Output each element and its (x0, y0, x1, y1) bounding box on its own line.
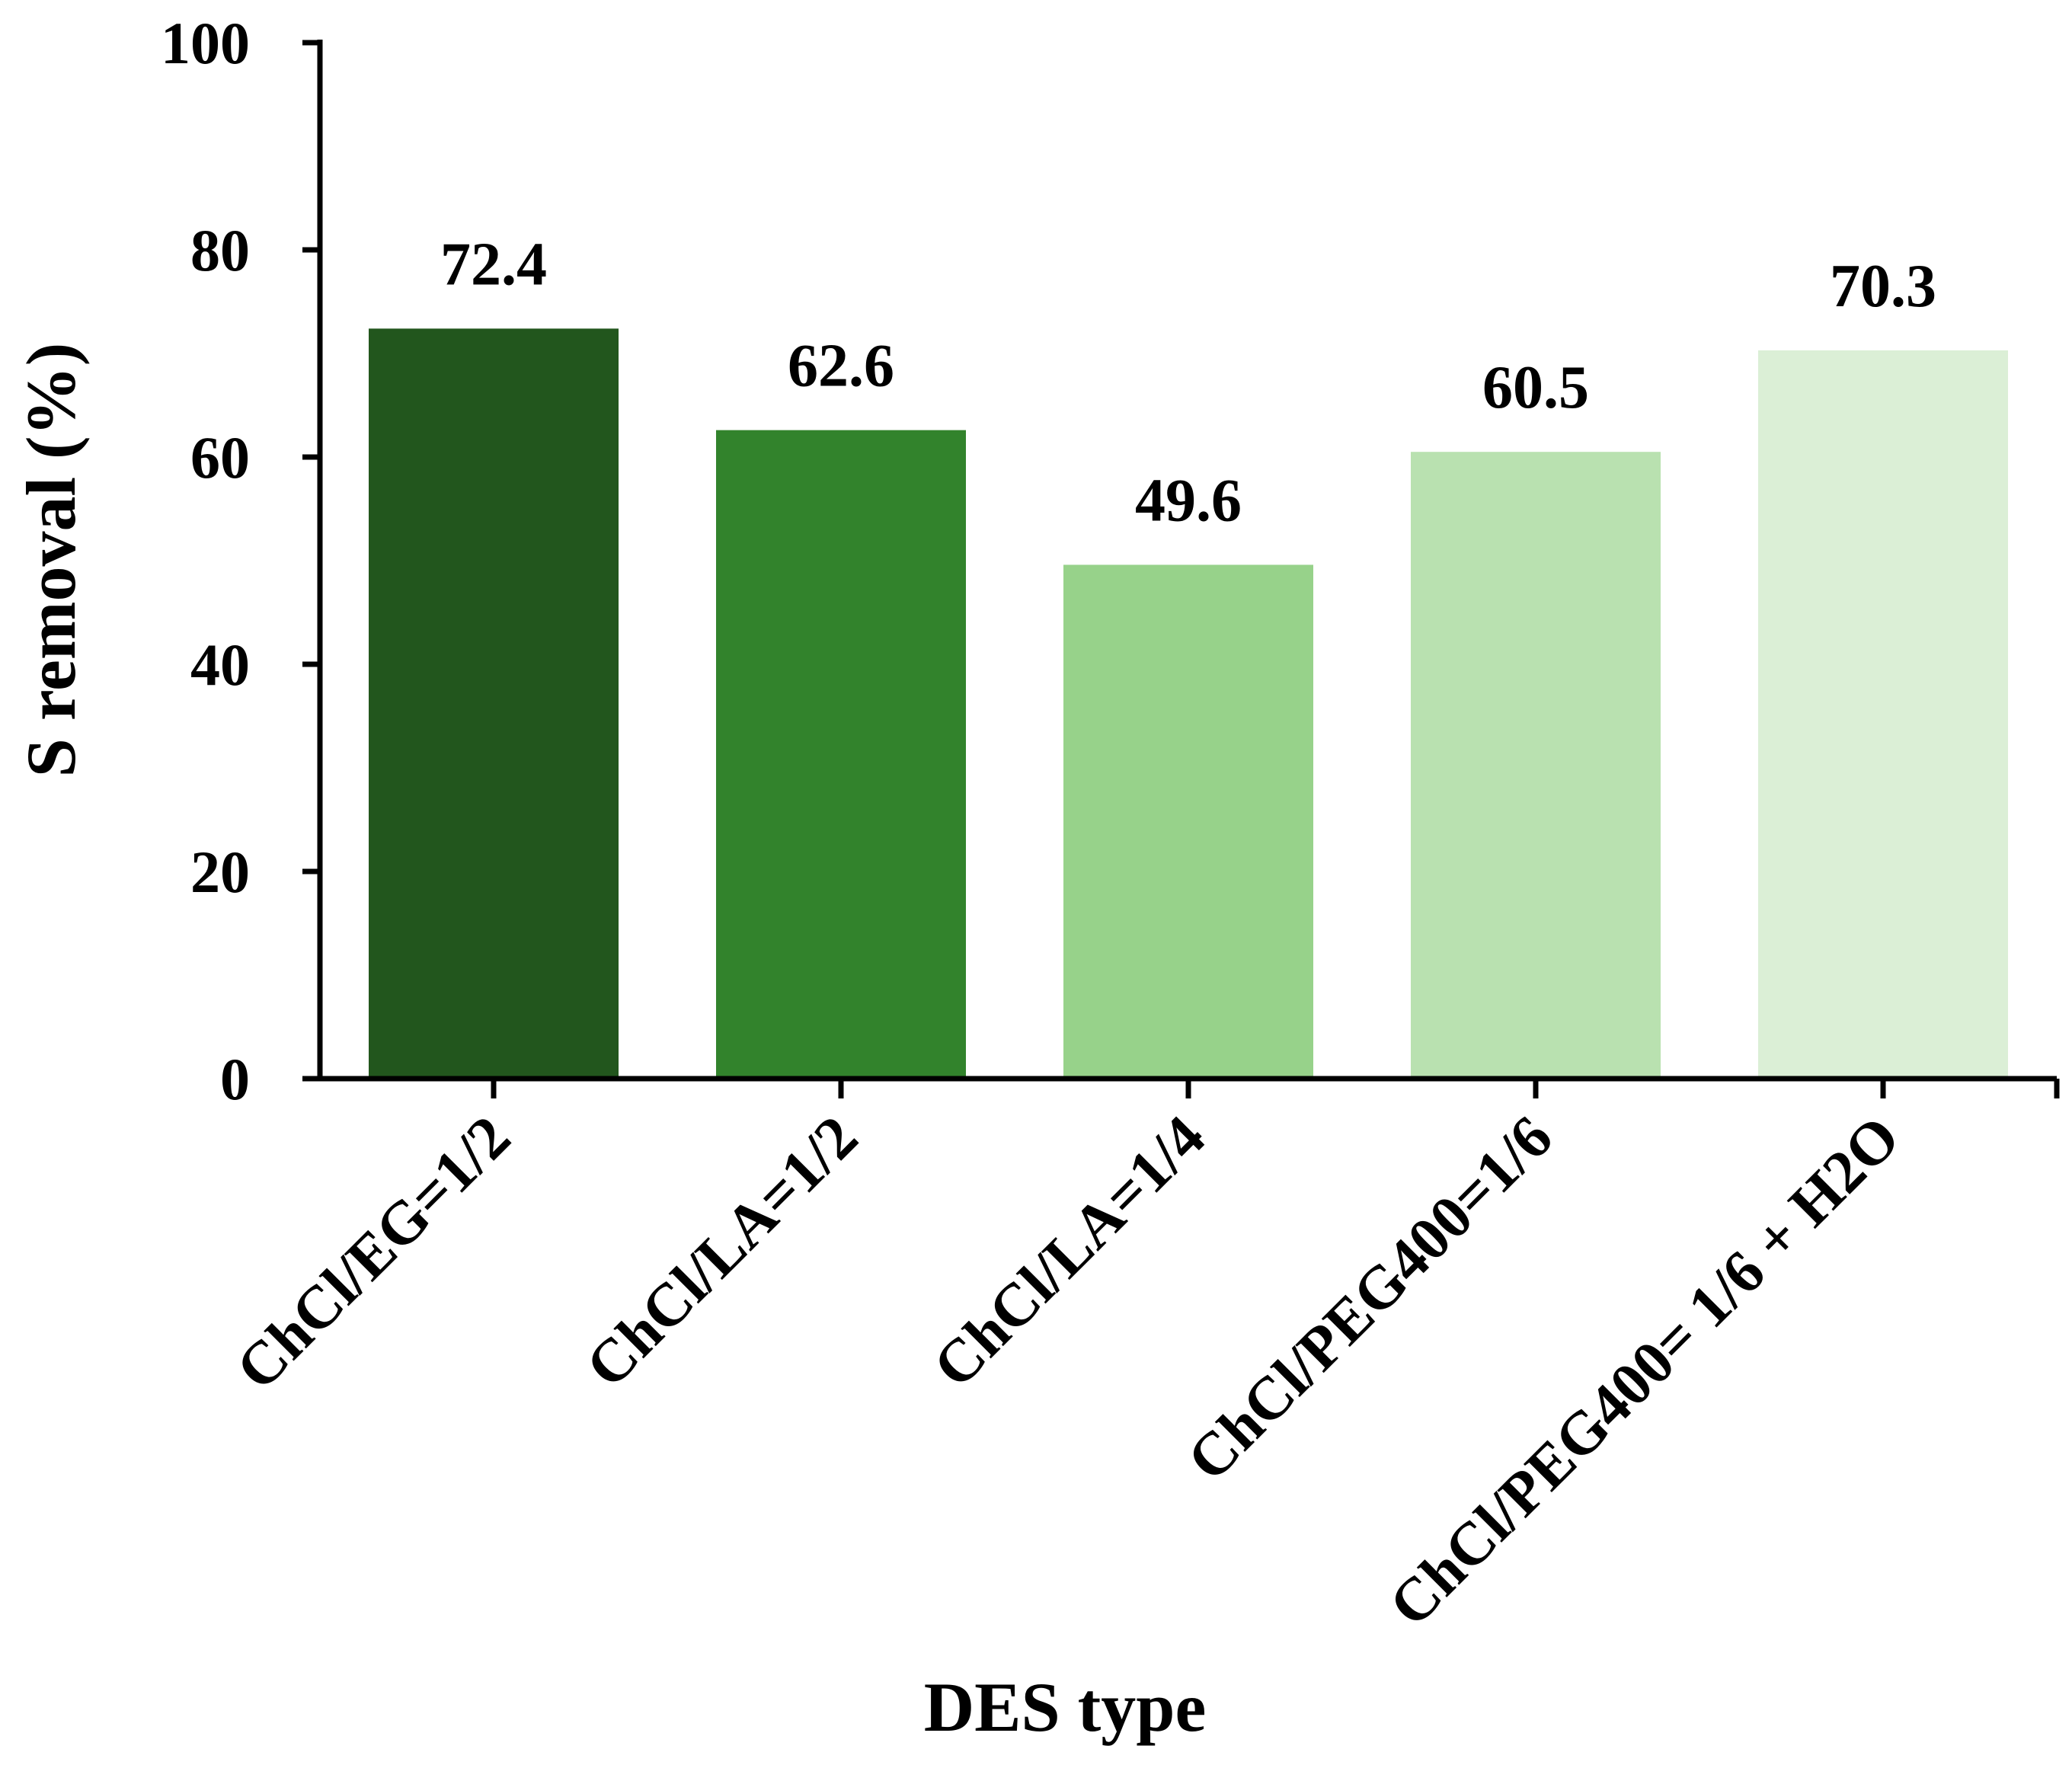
y-tick-label: 60 (190, 424, 250, 491)
data-label-1: 72.4 (440, 231, 547, 298)
x-tick-label-2: ChCl/LA=1/2 (574, 1104, 871, 1401)
y-tick-label: 20 (190, 839, 250, 905)
category-labels: ChCl/EG=1/2 ChCl/LA=1/2 ChCl/LA=1/4ChCl/PE… (224, 1104, 1913, 1639)
bar-2 (716, 430, 966, 1079)
bar-4 (1411, 452, 1661, 1079)
y-axis-title: S removal (%) (12, 343, 90, 778)
y-tick-label: 100 (161, 10, 250, 76)
x-tick-label-4: ChCl/PEG400=1/6 (1175, 1104, 1565, 1494)
data-label-3: 49.6 (1135, 467, 1242, 534)
x-axis-ticks (491, 1079, 2060, 1098)
bar-1 (369, 328, 619, 1079)
data-label-4: 60.5 (1482, 354, 1589, 421)
y-axis-ticks: 0 20 40 60 80 100 (161, 10, 320, 1112)
bar-3 (1063, 564, 1313, 1079)
bar-5 (1758, 350, 2008, 1079)
data-labels: 72.4 62.6 49.6 60.5 70.3 (440, 231, 1936, 534)
x-tick-label-1: ChCl/EG=1/2 (224, 1104, 523, 1403)
y-tick-label: 80 (190, 217, 250, 283)
data-label-5: 70.3 (1830, 253, 1936, 320)
y-tick-label: 40 (190, 631, 250, 698)
x-tick-label-3: ChCl/LA=1/4 (921, 1104, 1218, 1401)
data-label-2: 62.6 (788, 333, 894, 400)
bars (369, 328, 2008, 1079)
x-axis-title: DES type (924, 1668, 1207, 1746)
y-tick-label: 0 (220, 1046, 250, 1112)
